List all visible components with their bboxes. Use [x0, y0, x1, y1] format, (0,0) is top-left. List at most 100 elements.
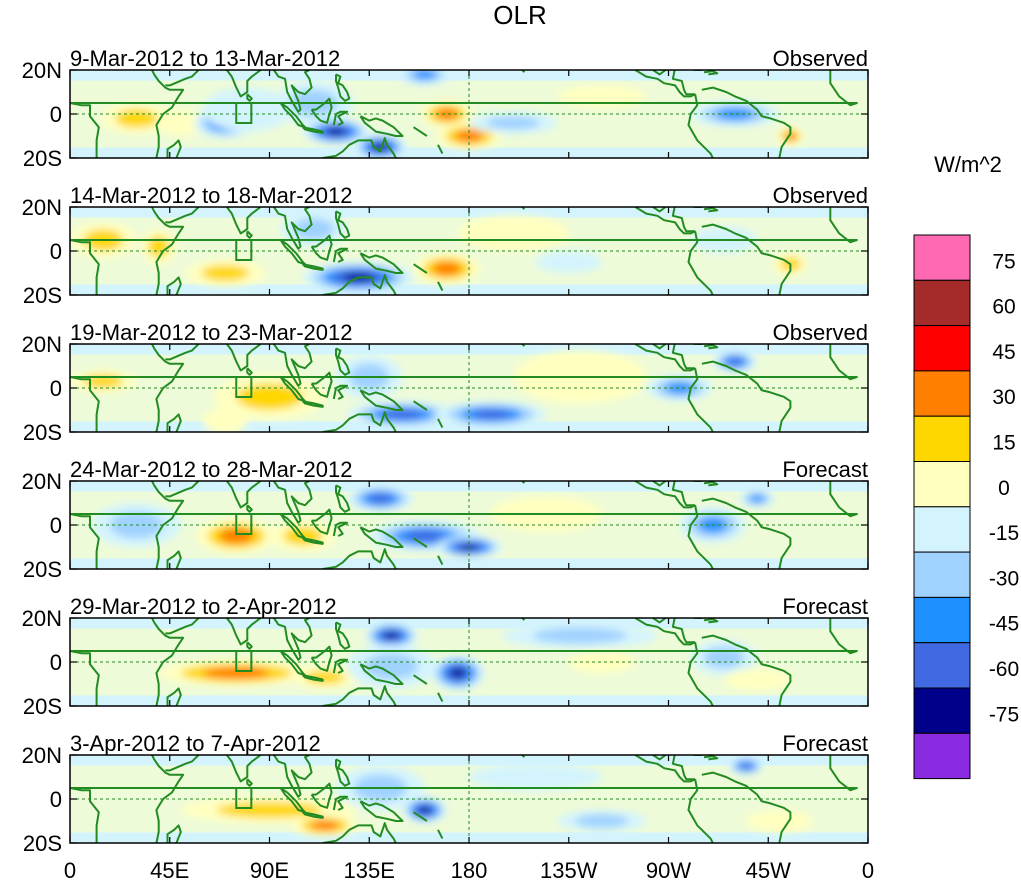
- coastline: [652, 618, 696, 644]
- coastline: [310, 782, 333, 809]
- index-box: [235, 239, 253, 261]
- anomaly-blob: [533, 627, 627, 644]
- anomaly-blob: [158, 109, 203, 136]
- panel-type-label: Forecast: [782, 457, 868, 482]
- coastline: [70, 618, 858, 706]
- coastline: [246, 367, 253, 376]
- lat-label: 20N: [22, 469, 62, 494]
- anomaly-blob: [418, 806, 431, 814]
- colorbar-swatch: [913, 370, 971, 417]
- colorbar-swatch: [913, 687, 971, 734]
- coastline: [165, 70, 200, 87]
- index-box: [235, 787, 253, 809]
- lon-label: 135W: [540, 858, 598, 883]
- coastline: [634, 70, 696, 98]
- coastline: [70, 481, 858, 569]
- coastline: [166, 276, 182, 295]
- coastlines: [70, 70, 858, 158]
- lat-label: 20S: [23, 283, 62, 308]
- colorbar-swatch: [913, 415, 971, 463]
- anomaly-blob: [203, 407, 248, 432]
- panel-1: 20N 0 20S 9-Mar-2012 to 13-Mar-2012 Observed: [22, 46, 869, 171]
- anomaly-blob: [727, 357, 743, 366]
- coastline: [634, 481, 696, 509]
- coastline: [310, 234, 333, 261]
- index-box: [235, 376, 253, 398]
- coastline: [413, 263, 428, 274]
- figure-title: OLR: [493, 0, 546, 30]
- map-field: [70, 70, 868, 158]
- coastline: [359, 115, 404, 137]
- colorbar-swatches: [913, 234, 971, 780]
- coastlines: [70, 207, 858, 295]
- colorbar-label: 15: [992, 432, 1015, 455]
- coastline: [246, 93, 253, 102]
- coastline: [165, 618, 200, 635]
- coastline: [165, 344, 200, 361]
- coastline: [652, 755, 696, 781]
- anomaly-blob: [740, 763, 752, 769]
- anomaly-blob: [723, 668, 791, 691]
- coastline: [151, 70, 185, 158]
- anomaly-blob: [575, 814, 629, 828]
- coastline: [246, 641, 253, 650]
- anomaly-blob: [535, 251, 602, 273]
- coastline: [246, 504, 253, 513]
- coastline: [634, 207, 696, 235]
- panel-type-label: Forecast: [782, 594, 868, 619]
- anomaly-blob: [749, 494, 765, 503]
- colorbar-label: 75: [992, 250, 1015, 273]
- coastline: [703, 481, 719, 487]
- panel-date: 9-Mar-2012 to 13-Mar-2012: [70, 46, 340, 71]
- coastline: [687, 231, 714, 295]
- coastline: [359, 663, 404, 685]
- coastline: [165, 481, 200, 498]
- coastline: [166, 687, 182, 706]
- coastline: [652, 70, 696, 96]
- coastline: [166, 550, 182, 569]
- colorbar-label: -15: [989, 522, 1019, 545]
- colorbar-swatch: [913, 642, 971, 689]
- coastline: [322, 411, 397, 432]
- lon-label: 0: [64, 858, 76, 883]
- coastline: [302, 537, 324, 545]
- colorbar: W/m^2 75 60 45 30 15 0 -15 -30 -45 -60 -75: [913, 152, 1019, 780]
- panel-6: 20N 0 20S 3-Apr-2012 to 7-Apr-2012 Forecast: [22, 731, 869, 856]
- lon-label: 45W: [746, 858, 791, 883]
- coastline: [690, 755, 703, 756]
- coastline: [273, 207, 313, 250]
- anomaly-blob: [203, 667, 270, 679]
- coastline: [359, 526, 404, 548]
- coastline: [687, 779, 714, 843]
- colorbar-swatch: [913, 551, 971, 598]
- coastline: [302, 811, 324, 819]
- colorbar-swatch: [913, 461, 971, 508]
- lat-label: 20N: [22, 195, 62, 220]
- index-box: [235, 513, 253, 535]
- colorbar-swatch: [913, 325, 971, 372]
- coastline: [322, 685, 397, 706]
- anomaly-blob: [568, 651, 636, 673]
- anomaly-blob: [115, 109, 158, 128]
- coastlines: [70, 481, 858, 569]
- coastline: [246, 778, 253, 787]
- coastline: [322, 822, 397, 843]
- coastline: [703, 755, 719, 761]
- anomaly-blobs: [158, 622, 791, 691]
- coastline: [690, 481, 703, 482]
- lon-label: 180: [451, 858, 488, 883]
- coastline: [302, 674, 324, 682]
- anomaly-blob: [406, 530, 444, 542]
- panel-date: 14-Mar-2012 to 18-Mar-2012: [70, 183, 352, 208]
- map-field: [70, 755, 868, 843]
- map-field: [70, 207, 868, 295]
- coastline: [652, 207, 696, 233]
- coastline: [165, 755, 200, 772]
- colorbar-swatch: [913, 506, 971, 553]
- panel-date: 19-Mar-2012 to 23-Mar-2012: [70, 320, 352, 345]
- colorbar-swatch: [913, 732, 971, 780]
- coastline: [701, 634, 792, 706]
- lat-label: 20S: [23, 831, 62, 856]
- panel-2: 20N 0 20S 14-Mar-2012 to 18-Mar-2012 Observe…: [22, 183, 869, 308]
- coastline: [701, 771, 792, 843]
